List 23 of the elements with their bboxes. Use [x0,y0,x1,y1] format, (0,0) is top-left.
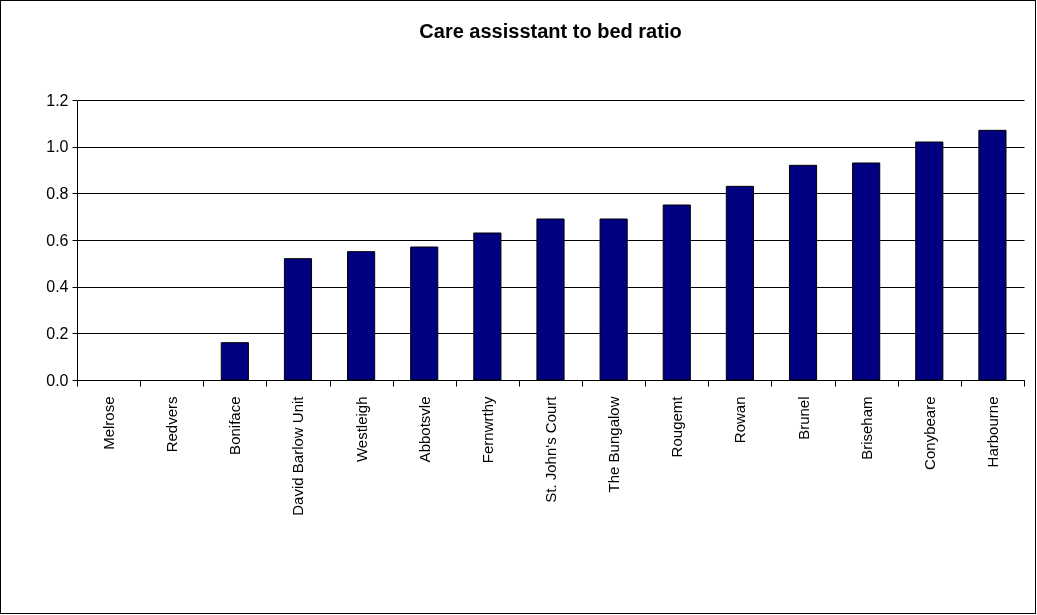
x-tick-label: Brunel [794,396,812,440]
x-tick-label: Harbourne [983,396,1001,468]
x-tick-label: Conybeare [920,396,938,470]
y-tick-label: 0.0 [46,371,69,389]
y-tick-label: 0.4 [46,278,69,296]
x-tick-label: Melrose [100,396,118,450]
x-tick-label: Redvers [163,396,181,453]
y-tick-label: 1.0 [46,138,69,156]
x-tick-label: Westleigh [352,396,370,463]
x-tick-label: St. John's Court [542,395,559,503]
x-tick-label: Boniface [226,396,244,455]
x-tick-label: Briseham [857,396,875,460]
x-tick-label: Rowan [731,396,749,444]
y-tick-label: 0.6 [46,231,69,249]
chart-title: Care assisstant to bed ratio [419,20,682,42]
y-tick-label: 1.2 [46,91,69,109]
x-tick-label: David Barlow Unit [289,395,307,516]
x-tick-label: Rougemt [668,395,686,458]
y-tick-label: 0.2 [46,324,69,342]
y-tick-label: 0.8 [46,184,69,202]
x-tick-label: Fernwrthy [478,396,496,464]
x-tick-label: The Bungalow [605,396,623,493]
x-tick-label: Abbotsvle [415,396,433,463]
